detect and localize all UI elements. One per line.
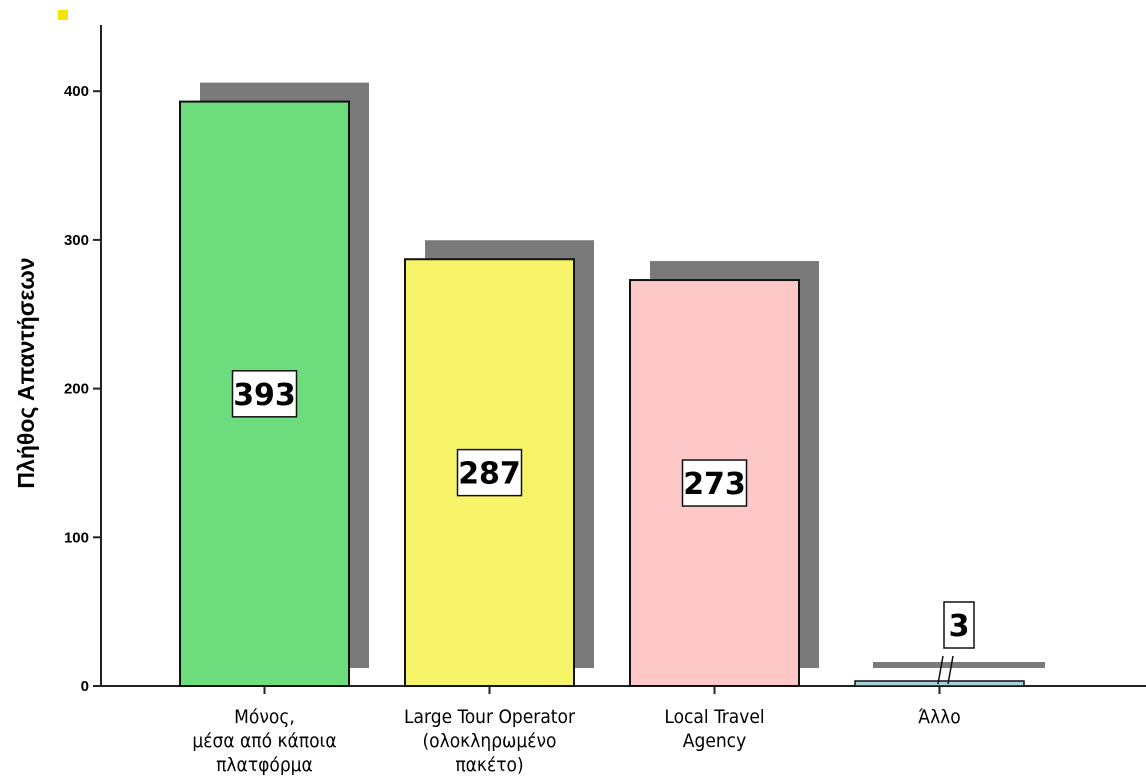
x-category-label: Local Travel Agency [664, 706, 764, 752]
axis-break-mark [937, 655, 944, 685]
y-tick-label: 400 [64, 83, 89, 100]
data-label: 273 [683, 467, 746, 502]
data-label-box [681, 459, 748, 507]
y-tick-label: 0 [81, 678, 89, 695]
y-tick-label: 300 [64, 232, 89, 249]
x-category-label-line: Άλλο [918, 706, 961, 728]
data-label-box [231, 370, 298, 418]
data-label-box [943, 601, 975, 649]
chart-labels: 393 Μόνος, μέσα από κάποια πλατφόρμα 287 Larg… [192, 370, 975, 776]
x-category-label: Large Tour Operator (ολοκληρωμένο πακέτο) [404, 706, 576, 776]
x-category-label-line: πακέτο) [455, 754, 523, 776]
x-category-label: Μόνος, μέσα από κάποια πλατφόρμα [192, 706, 336, 776]
x-category-label-line: πλατφόρμα [216, 754, 313, 776]
data-label-box [456, 448, 523, 497]
chart-bars [179, 82, 1045, 687]
x-category-label: Άλλο [918, 706, 961, 728]
x-category-label-line: Large Tour Operator [404, 706, 576, 728]
data-label: 287 [458, 457, 521, 492]
axis-break-mark [947, 655, 954, 685]
x-category-label-line: Agency [683, 730, 746, 752]
data-label: 393 [233, 378, 296, 413]
corner-marker [58, 10, 68, 20]
y-tick-label: 200 [64, 381, 89, 398]
x-category-label-line: Local Travel [664, 706, 764, 728]
y-tick-label: 100 [64, 529, 89, 546]
x-category-label-line: (ολοκληρωμένο [422, 730, 556, 752]
bar-shadow [873, 662, 1045, 668]
bar [854, 680, 1025, 687]
y-axis-label: Πλήθος Απαντήσεων [13, 257, 39, 488]
x-category-label-line: μέσα από κάποια [192, 730, 336, 752]
data-label: 3 [949, 609, 970, 644]
x-category-label-line: Μόνος, [234, 706, 295, 728]
